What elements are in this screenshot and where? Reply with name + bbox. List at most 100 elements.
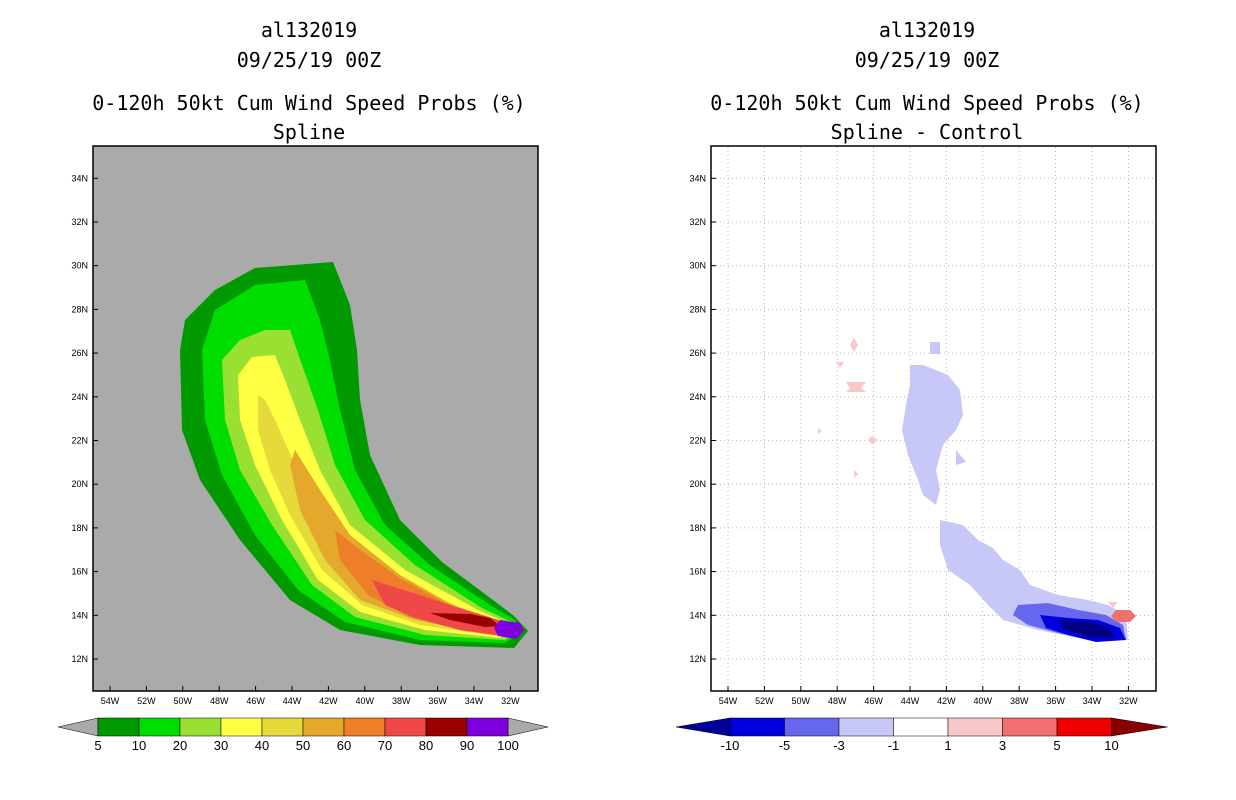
contour-pos1-c (836, 362, 844, 368)
lon-label: 32W (501, 696, 520, 706)
lat-tick-labels: 12N 14N 16N 18N 20N 22N 24N 26N 28N 30N 32N 34N (71, 173, 98, 664)
colorbar-left-arrow (57, 717, 99, 737)
lat-label: 32N (689, 217, 706, 227)
colorbar-label: 5 (94, 738, 101, 753)
lon-label: 44W (901, 696, 920, 706)
map-frame (92, 145, 539, 692)
map-frame (710, 145, 1157, 692)
difference-contours (818, 338, 1136, 642)
lon-tick-labels: 54W 52W 50W 48W 46W 44W 42W 40W 38W 36W 34W 32W (719, 686, 1138, 706)
lon-label: 52W (755, 696, 774, 706)
lat-label: 12N (71, 654, 88, 664)
colorbar-label: 30 (214, 738, 228, 753)
contour-pos1-d (868, 436, 878, 444)
colorbar-right-arrow (507, 717, 549, 737)
probability-contours (180, 262, 528, 648)
lon-label: 42W (319, 696, 338, 706)
lat-label: 28N (71, 304, 88, 314)
lat-tick-labels: 12N 14N 16N 18N 20N 22N 24N 26N 28N 30N 32N 34N (689, 173, 716, 664)
contour-pos1-b (846, 382, 866, 392)
colorbar-label: 3 (999, 738, 1006, 753)
lat-label: 16N (689, 567, 706, 577)
colorbar-label: -5 (779, 738, 791, 753)
product-title: 0-120h 50kt Cum Wind Speed Probs (%) (710, 91, 1144, 115)
lon-label: 46W (864, 696, 883, 706)
colorbar-bin (97, 717, 140, 737)
colorbar-bin (425, 717, 468, 737)
lat-label: 24N (689, 392, 706, 402)
lon-label: 48W (210, 696, 229, 706)
lon-label: 38W (1010, 696, 1029, 706)
colorbar-label: 80 (419, 738, 433, 753)
lon-label: 36W (1046, 696, 1065, 706)
colorbar-label: -1 (888, 738, 900, 753)
colorbar-bin (261, 717, 304, 737)
colorbar-label: -3 (833, 738, 845, 753)
colorbar-label: -10 (721, 738, 740, 753)
right-panel: al132019 09/25/19 00Z 0-120h 50kt Cum Wi… (618, 0, 1236, 800)
colorbar-label: 20 (173, 738, 187, 753)
lon-label: 54W (719, 696, 738, 706)
lat-label: 34N (71, 173, 88, 183)
lon-label: 38W (392, 696, 411, 706)
colorbar-bin (947, 717, 1003, 737)
contour-pos1-g (1108, 602, 1118, 608)
lon-label: 34W (1083, 696, 1102, 706)
lat-label: 30N (71, 261, 88, 271)
colorbar-bin (302, 717, 345, 737)
lat-label: 22N (71, 436, 88, 446)
colorbar-bin (784, 717, 840, 737)
lat-label: 28N (689, 304, 706, 314)
contour-neg10-core (1058, 620, 1114, 638)
left-map: 54W 52W 50W 48W 46W 44W 42W 40W 38W 36W 34W 32W 12N… (57, 145, 549, 753)
lat-label: 16N (71, 567, 88, 577)
colorbar-label: 100 (497, 738, 519, 753)
left-panel: al132019 09/25/19 00Z 0-120h 50kt Cum Wi… (57, 18, 549, 753)
colorbar-bin (1056, 717, 1112, 737)
colorbar-label: 60 (337, 738, 351, 753)
colorbar-label: 50 (296, 738, 310, 753)
colorbar-bin (1002, 717, 1058, 737)
contour-neg3-lower (940, 520, 1128, 640)
contour-pos1-e (854, 470, 858, 478)
lat-label: 12N (689, 654, 706, 664)
colorbar-bin (138, 717, 181, 737)
lat-label: 26N (71, 348, 88, 358)
lat-label: 14N (71, 610, 88, 620)
lat-label: 30N (689, 261, 706, 271)
right-map: 54W 52W 50W 48W 46W 44W 42W 40W 38W 36W 34W 32W 12N… (675, 145, 1168, 753)
lon-label: 46W (246, 696, 265, 706)
product-title: 0-120h 50kt Cum Wind Speed Probs (%) (92, 91, 526, 115)
lon-label: 52W (137, 696, 156, 706)
colorbar: 5 10 20 30 40 50 60 70 80 90 100 (57, 717, 549, 753)
colorbar-bin (838, 717, 894, 737)
lon-label: 40W (356, 696, 375, 706)
lat-label: 32N (71, 217, 88, 227)
contour-neg3-upper (902, 365, 963, 505)
storm-id-title: al132019 (260, 18, 358, 42)
colorbar-label: 90 (460, 738, 474, 753)
lat-label: 24N (71, 392, 88, 402)
contour-neg3-patch2 (956, 450, 966, 465)
date-title: 09/25/19 00Z (854, 48, 1000, 72)
lon-label: 54W (101, 696, 120, 706)
colorbar-label: 40 (255, 738, 269, 753)
lat-label: 14N (689, 610, 706, 620)
lon-label: 44W (283, 696, 302, 706)
lat-label: 20N (71, 479, 88, 489)
lon-label: 48W (828, 696, 847, 706)
colorbar-bin (893, 717, 949, 737)
colorbar-label: 70 (378, 738, 392, 753)
lon-label: 34W (465, 696, 484, 706)
colorbar-bin (343, 717, 386, 737)
contour-pos3 (1111, 610, 1136, 622)
lat-label: 26N (689, 348, 706, 358)
contour-neg3-patch (930, 342, 940, 354)
lat-label: 22N (689, 436, 706, 446)
lon-label: 50W (792, 696, 811, 706)
colorbar-label: 10 (132, 738, 146, 753)
lon-label: 40W (974, 696, 993, 706)
lon-label: 42W (937, 696, 956, 706)
colorbar-label: 10 (1104, 738, 1118, 753)
model-title: Spline - Control (830, 120, 1024, 144)
